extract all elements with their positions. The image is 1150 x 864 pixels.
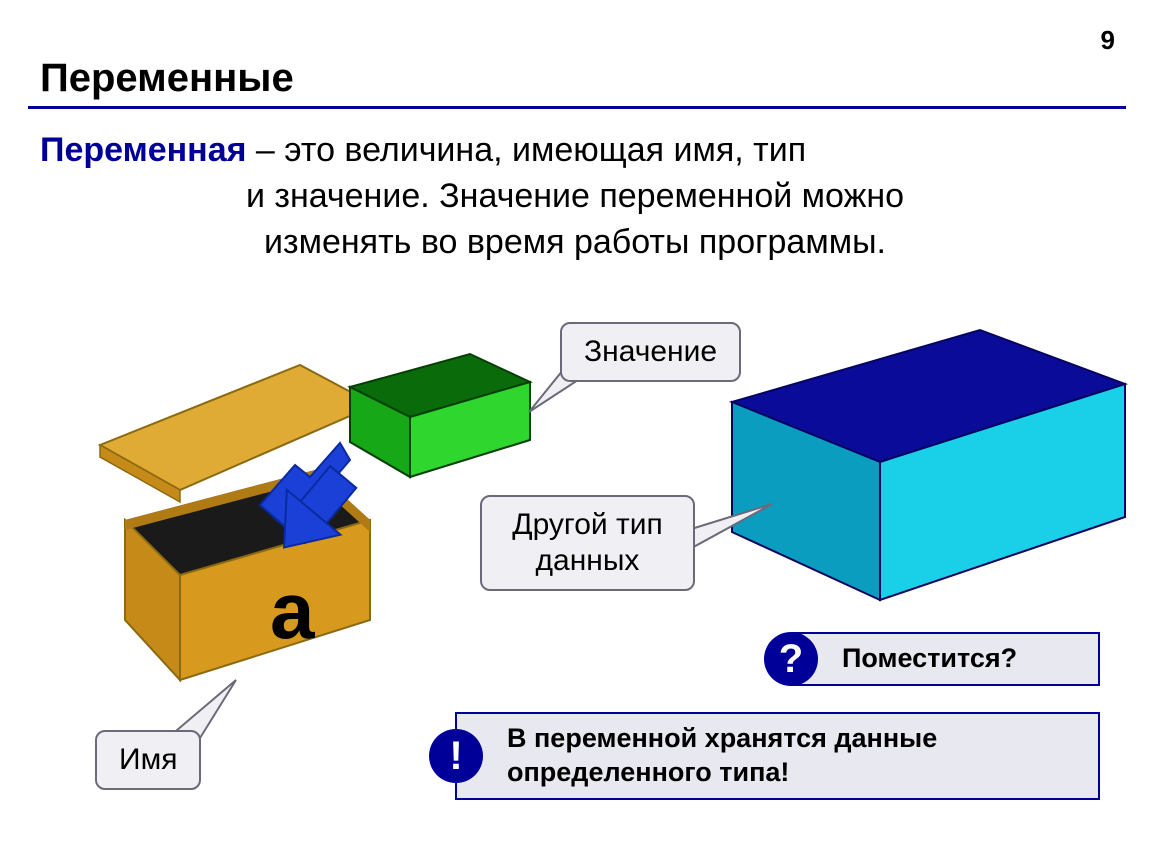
infobox-fits-text: Поместится? bbox=[842, 643, 1017, 673]
box-variable-label: a bbox=[270, 565, 315, 657]
definition-term: Переменная bbox=[40, 131, 246, 169]
title-underline bbox=[28, 106, 1126, 109]
definition-line3: изменять во время работы программы. bbox=[125, 220, 1025, 266]
page-title: Переменные bbox=[40, 56, 294, 101]
diagram-area: a Значение Другой тип данных Имя bbox=[0, 280, 1150, 840]
definition-text: Переменная – это величина, имеющая имя, … bbox=[40, 128, 1110, 266]
infobox-fits: ? Поместится? bbox=[790, 632, 1100, 686]
page-number: 9 bbox=[1101, 25, 1115, 56]
definition-line1: – это величина, имеющая имя, тип bbox=[246, 131, 806, 169]
infobox-stores-text: В переменной хранятся данные определенно… bbox=[507, 723, 937, 787]
question-icon: ? bbox=[764, 632, 818, 686]
blue-box-icon bbox=[720, 322, 1140, 602]
callout-value: Значение bbox=[560, 322, 741, 382]
callout-other-tail bbox=[682, 502, 782, 562]
definition-line2: и значение. Значение переменной можно bbox=[125, 174, 1025, 220]
infobox-stores: ! В переменной хранятся данные определен… bbox=[455, 712, 1100, 800]
green-box-icon bbox=[340, 342, 540, 482]
callout-name: Имя bbox=[95, 730, 201, 790]
callout-other-line2: данных bbox=[536, 544, 640, 577]
exclamation-icon: ! bbox=[429, 729, 483, 783]
callout-other-type: Другой тип данных bbox=[480, 495, 695, 591]
callout-other-line1: Другой тип bbox=[512, 508, 662, 541]
